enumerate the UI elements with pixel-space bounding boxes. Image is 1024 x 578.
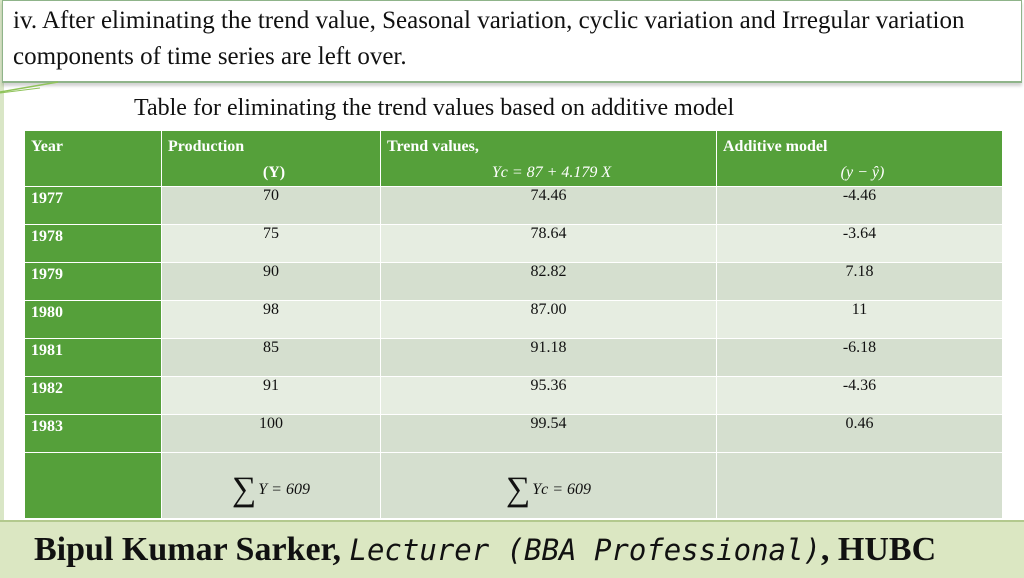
table-row: 1983 100 99.54 0.46 [24,414,1003,453]
cell-trend: 95.36 [380,376,717,415]
cell-production: 91 [161,376,381,415]
cell-trend: 82.82 [380,262,717,301]
cell-trend: 78.64 [380,224,717,263]
cell-year: 1983 [24,414,162,453]
page-edge-decoration [0,0,4,520]
cell-trend: 74.46 [380,186,717,225]
cell-production: 75 [161,224,381,263]
cell-additive: -4.46 [716,186,1003,225]
author-org: , HUBC [820,531,937,568]
cell-production: 90 [161,262,381,301]
cell-additive: 11 [716,300,1003,339]
intro-paragraph: iv. After eliminating the trend value, S… [13,7,965,70]
header-additive-model: Additive model (y − ŷ) [716,130,1003,187]
cell-year: 1981 [24,338,162,377]
cell-additive: -3.64 [716,224,1003,263]
cell-trend: 99.54 [380,414,717,453]
cell-additive: -4.36 [716,376,1003,415]
sigma-symbol: ∑ [232,471,257,508]
header-production: Production (Y) [161,130,381,187]
totals-year-cell [24,452,162,519]
table-row: 1978 75 78.64 -3.64 [24,224,1003,263]
total-trend: ∑ Yc = 609 [380,452,717,519]
table-row: 1982 91 95.36 -4.36 [24,376,1003,415]
author-name: Bipul Kumar Sarker, [34,531,342,568]
table-row: 1981 85 91.18 -6.18 [24,338,1003,377]
table-row: 1980 98 87.00 11 [24,300,1003,339]
header-trend-formula: Yc = 87 + 4.179 X [491,164,612,181]
header-trend-values: Trend values, Yc = 87 + 4.179 X [380,130,717,187]
cell-additive: 7.18 [716,262,1003,301]
total-trend-value: Yc = 609 [532,481,592,498]
total-production-value: Y = 609 [258,481,310,498]
cell-additive: 0.46 [716,414,1003,453]
header-year: Year [24,130,162,187]
sigma-symbol: ∑ [505,471,531,508]
intro-text-box: iv. After eliminating the trend value, S… [2,0,1022,83]
cell-production: 70 [161,186,381,225]
header-additive-formula: (y − ŷ) [840,164,885,181]
table-title: Table for eliminating the trend values b… [134,95,735,121]
cell-year: 1977 [24,186,162,225]
header-production-sub: (Y) [262,164,286,181]
total-production: ∑ Y = 609 [161,452,381,519]
table-row: 1977 70 74.46 -4.46 [24,186,1003,225]
cell-production: 85 [161,338,381,377]
trend-elimination-table: Year Production (Y) Trend values, Yc = 8… [24,130,1003,519]
total-additive-empty [716,452,1003,519]
cell-trend: 91.18 [380,338,717,377]
footer-bar: Bipul Kumar Sarker, Lecturer (BBA Profes… [0,520,1024,578]
cell-production: 100 [161,414,381,453]
cell-additive: -6.18 [716,338,1003,377]
totals-row: ∑ Y = 609 ∑ Yc = 609 [24,452,1003,519]
green-accent-lines [0,81,59,94]
cell-year: 1978 [24,224,162,263]
table-row: 1979 90 82.82 7.18 [24,262,1003,301]
cell-year: 1982 [24,376,162,415]
cell-year: 1979 [24,262,162,301]
footer-credit: Bipul Kumar Sarker, Lecturer (BBA Profes… [34,528,936,572]
cell-trend: 87.00 [380,300,717,339]
cell-production: 98 [161,300,381,339]
cell-year: 1980 [24,300,162,339]
table-header-row: Year Production (Y) Trend values, Yc = 8… [24,130,1003,187]
author-title: Lecturer (BBA Professional) [349,533,821,567]
